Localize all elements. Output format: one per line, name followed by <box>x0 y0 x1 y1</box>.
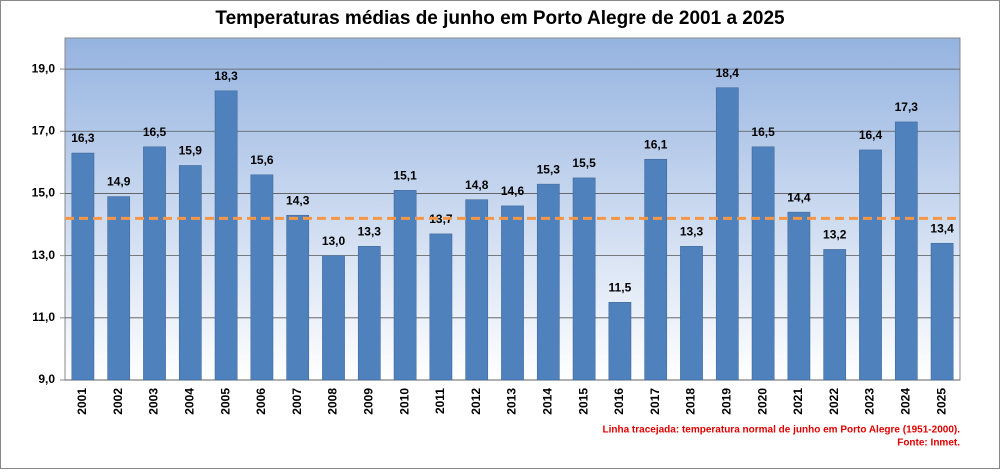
value-label: 15,6 <box>250 153 274 167</box>
x-tick-label: 2023 <box>863 388 877 415</box>
bar <box>715 87 739 381</box>
x-tick-label: 2008 <box>326 388 340 415</box>
y-tick-label: 13,0 <box>32 248 56 262</box>
bar <box>894 121 918 381</box>
x-tick-label: 2002 <box>111 388 125 415</box>
bar <box>393 190 417 381</box>
x-tick-label: 2006 <box>254 388 268 415</box>
x-tick-label: 2007 <box>290 388 304 415</box>
bar <box>357 246 381 381</box>
bar <box>286 214 310 381</box>
y-tick-label: 9,0 <box>38 372 55 386</box>
bar <box>536 183 560 381</box>
x-tick-label: 2022 <box>827 388 841 415</box>
x-tick-label: 2010 <box>397 388 411 415</box>
x-tick-label: 2012 <box>469 388 483 415</box>
y-tick-label: 19,0 <box>32 61 56 75</box>
x-tick-label: 2013 <box>505 388 519 415</box>
x-tick-label: 2003 <box>147 388 161 415</box>
bar <box>250 174 274 381</box>
x-tick-label: 2009 <box>361 388 375 415</box>
y-tick-label: 15,0 <box>32 186 56 200</box>
value-label: 18,3 <box>214 69 238 83</box>
bar <box>644 159 668 381</box>
bar <box>859 149 882 381</box>
value-label: 14,6 <box>501 184 525 198</box>
value-label: 15,3 <box>537 162 561 176</box>
value-label: 15,1 <box>393 169 417 183</box>
x-tick-label: 2021 <box>791 388 805 415</box>
value-label: 16,5 <box>143 125 167 139</box>
bar <box>680 246 703 381</box>
x-tick-label: 2016 <box>612 388 626 415</box>
x-tick-label: 2005 <box>218 388 232 415</box>
bar <box>501 205 524 381</box>
value-label: 13,2 <box>823 228 847 242</box>
value-label: 17,3 <box>895 100 919 114</box>
value-label: 14,3 <box>286 193 310 207</box>
note: Linha tracejada: temperatura normal de j… <box>602 425 960 436</box>
x-tick-label: 2015 <box>576 388 590 415</box>
bar <box>107 196 131 381</box>
value-label: 15,5 <box>572 156 596 170</box>
x-tick-label: 2018 <box>684 388 698 415</box>
bar <box>429 233 453 381</box>
bar <box>143 146 166 381</box>
bar <box>572 177 596 381</box>
x-tick-label: 2011 <box>433 388 447 414</box>
y-tick-label: 17,0 <box>32 123 56 137</box>
value-label: 13,3 <box>358 224 382 238</box>
bar <box>71 152 95 381</box>
value-label: 16,1 <box>644 137 668 151</box>
x-tick-label: 2014 <box>540 388 554 415</box>
value-label: 14,8 <box>465 178 489 192</box>
value-label: 13,3 <box>680 224 704 238</box>
value-label: 15,9 <box>179 144 203 158</box>
bar <box>465 199 489 381</box>
value-label: 14,9 <box>107 175 131 189</box>
x-tick-label: 2017 <box>648 388 662 415</box>
bar <box>930 242 954 381</box>
value-label: 16,3 <box>71 131 95 145</box>
x-tick-label: 2019 <box>719 388 733 415</box>
value-label: 14,4 <box>787 190 811 204</box>
value-label: 13,7 <box>429 212 453 226</box>
value-label: 18,4 <box>716 66 740 80</box>
bar <box>214 90 238 381</box>
value-label: 16,5 <box>751 125 775 139</box>
value-label: 13,4 <box>930 221 954 235</box>
x-tick-label: 2020 <box>755 388 769 415</box>
bar <box>608 302 632 381</box>
x-tick-label: 2004 <box>182 388 196 415</box>
x-tick-label: 2001 <box>75 388 89 415</box>
value-label: 13,0 <box>322 234 346 248</box>
bar <box>178 165 202 381</box>
x-tick-label: 2024 <box>898 388 912 415</box>
note: Fonte: Inmet. <box>897 438 960 449</box>
y-tick-label: 11,0 <box>32 310 55 324</box>
bar <box>823 249 847 381</box>
bar <box>322 255 345 381</box>
x-tick-label: 2025 <box>934 388 948 415</box>
bar <box>787 211 811 381</box>
value-label: 16,4 <box>859 128 883 142</box>
value-label: 11,5 <box>609 280 632 294</box>
bar <box>751 146 775 381</box>
chart-title: Temperaturas médias de junho em Porto Al… <box>215 8 785 29</box>
